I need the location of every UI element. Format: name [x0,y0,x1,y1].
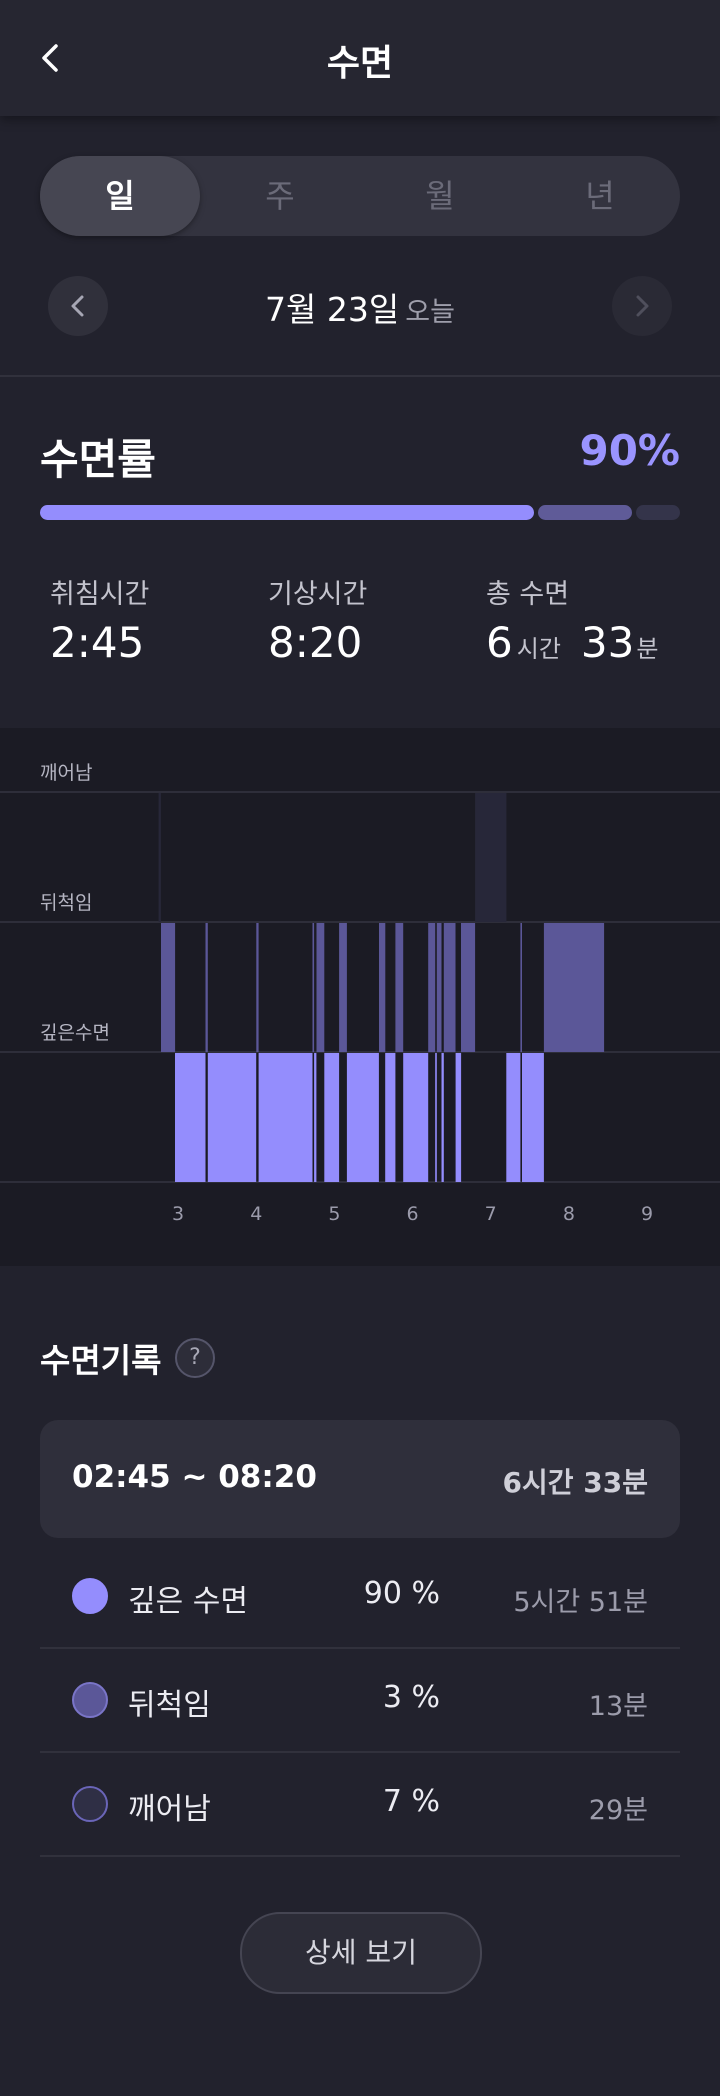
sleep-segment-restless [205,923,208,1052]
sleep-segment-deep [385,1053,396,1182]
tab-day[interactable]: 일 [40,156,200,236]
sleep-segment-restless [443,923,456,1052]
x-tick-label: 6 [407,1203,419,1225]
total-sleep-value: 6 시간 33분 [486,618,658,667]
sleep-segment-deep [207,1053,257,1182]
chevron-left-icon [71,295,84,317]
lane-label: 깊은수면 [40,1022,110,1044]
bedtime-label: 취침시간 [50,579,150,610]
sleep-segment-deep [324,1053,340,1182]
x-tick-label: 9 [641,1203,653,1225]
sleep-segment-restless [436,923,442,1052]
x-tick-label: 8 [563,1203,575,1225]
deep-sleep-duration: 5시간 51분 [513,1587,648,1618]
sleep-segment-restless [461,923,476,1052]
sleep-segment-deep [314,1053,317,1182]
sleep-segment-restless [379,923,386,1052]
period-tabs: 일 주 월 년 [40,156,680,236]
sleep-segment-restless [428,923,436,1052]
sleep-rate-bar-awake [636,505,680,520]
deep-sleep-percent: 90 % [363,1576,440,1611]
divider [0,375,720,377]
sleep-segment-deep [175,1053,206,1182]
row-divider [40,1855,680,1857]
chart-gridline [0,921,720,923]
chevron-right-icon [636,295,649,317]
sleep-segment-awake [475,793,507,922]
sleep-rate-bar-restless [538,505,632,520]
total-sleep-label: 총 수면 [486,579,570,610]
x-tick-label: 5 [328,1203,340,1225]
restless-percent: 3 % [382,1680,440,1715]
awake-percent: 7 % [382,1784,440,1819]
lane-label: 뒤척임 [40,892,92,914]
total-hours-unit: 시간 [516,635,561,663]
awake-label: 깨어남 [128,1792,211,1827]
sleep-record-title: 수면기록 [40,1341,162,1380]
sleep-segment-restless [520,923,522,1052]
sleep-rate-title: 수면률 [40,435,156,484]
sleep-rate-bar-deep [40,505,534,520]
restless-dot [72,1682,108,1718]
sleep-segment-restless [339,923,347,1052]
x-tick-label: 3 [172,1203,184,1225]
sleep-segment-deep [435,1053,437,1182]
chevron-left-icon [42,44,58,72]
date-text: 7월 23일 [265,290,400,329]
lane-label: 깨어남 [40,762,92,784]
waketime-label: 기상시간 [268,579,368,610]
sleep-segment-restless [395,923,404,1052]
sleep-range-time: 02:45 ~ 08:20 [72,1459,317,1495]
sleep-segment-deep [441,1053,444,1182]
date-relative: 오늘 [405,297,455,328]
date-label: 7월 23일 오늘 [0,283,720,331]
help-icon[interactable]: ? [175,1338,215,1378]
app-header [0,0,720,116]
total-minutes: 33 [580,618,635,667]
deep-sleep-label: 깊은 수면 [128,1584,248,1619]
tab-week[interactable]: 주 [265,177,295,215]
bedtime-value: 2:45 [50,618,145,667]
sleep-segment-deep [258,1053,313,1182]
row-divider [40,1647,680,1649]
total-hours: 6 [486,618,513,667]
deep-sleep-dot [72,1578,108,1614]
awake-duration: 29분 [588,1795,648,1826]
restless-label: 뒤척임 [128,1688,211,1723]
awake-dot [72,1786,108,1822]
sleep-segment-deep [346,1053,379,1182]
back-button[interactable] [30,34,74,82]
x-tick-label: 4 [250,1203,262,1225]
prev-date-button[interactable] [48,276,108,336]
detail-view-button[interactable]: 상세 보기 [240,1912,482,1994]
waketime-value: 8:20 [268,618,363,667]
sleep-segment-restless [312,923,315,1052]
sleep-rate-value: 90% [579,426,680,475]
sleep-segment-deep [522,1053,544,1182]
tab-month[interactable]: 월 [425,177,455,215]
sleep-range-card [40,1420,680,1538]
sleep-segment-deep [455,1053,462,1182]
row-divider [40,1751,680,1753]
sleep-segment-deep [403,1053,429,1182]
sleep-segment-deep [506,1053,521,1182]
sleep-segment-restless [161,923,176,1052]
sleep-range-duration: 6시간 33분 [502,1466,648,1499]
page-title: 수면 [326,43,394,84]
next-date-button[interactable] [612,276,672,336]
sleep-segment-restless [543,923,605,1052]
sleep-segment-restless [316,923,325,1052]
chart-gridline [0,1051,720,1053]
sleep-segment-awake [158,793,161,922]
sleep-segment-restless [256,923,259,1052]
tab-year[interactable]: 년 [585,177,615,215]
restless-duration: 13분 [588,1691,648,1722]
x-tick-label: 7 [485,1203,497,1225]
total-minutes-unit: 분 [636,635,659,663]
chart-gridline [0,791,720,793]
